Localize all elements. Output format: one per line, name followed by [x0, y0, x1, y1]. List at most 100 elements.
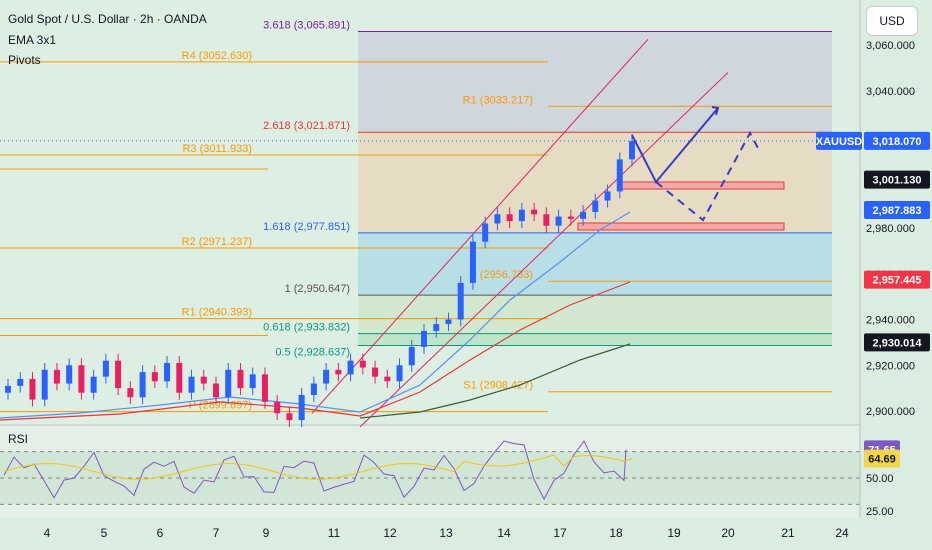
fib-label: 0.5 (2,928.637) [275, 346, 350, 358]
time-axis-tick: 14 [497, 526, 511, 540]
time-axis-tick: 24 [835, 526, 849, 540]
candle [176, 362, 183, 393]
fib-zone-3618 [358, 31, 832, 133]
rsi-pane-label[interactable]: RSI [8, 432, 29, 446]
pivot-label: R1 (3033.217) [463, 94, 533, 106]
time-axis-tick: 5 [101, 526, 108, 540]
candle [372, 367, 379, 377]
fib-label: 2.618 (3,021.871) [263, 120, 350, 132]
pivot-label: R3 (3011.933) [182, 143, 252, 155]
candle [543, 214, 550, 226]
pivot-label: R1 (2940.393) [182, 307, 252, 319]
indicator-pivots-label[interactable]: Pivots [8, 53, 41, 67]
price-tag [864, 200, 930, 219]
candle [616, 159, 623, 192]
price-tag [864, 333, 930, 352]
candle [17, 378, 24, 386]
fib-zone-0618 [358, 333, 832, 346]
pivot-label: P (2956.733) [470, 269, 533, 281]
fib-label: 1.618 (2,977.851) [263, 221, 350, 233]
candle [555, 216, 562, 226]
price-tag-value: 3,018.070 [873, 136, 922, 148]
candle [66, 365, 73, 384]
price-axis-tick: 2,940.000 [866, 315, 915, 327]
time-axis-bg [0, 518, 932, 550]
rsi-band [0, 451, 860, 505]
candle [445, 319, 452, 325]
candle [286, 413, 293, 421]
ema-blue [0, 211, 631, 419]
candle [629, 141, 635, 160]
rsi-axis-tick: 50.00 [866, 473, 894, 485]
price-tag [864, 270, 930, 289]
fib-label: 1 (2,950.647) [285, 283, 350, 295]
time-axis-tick: 17 [553, 526, 567, 540]
candle [604, 191, 611, 201]
price-axis-bg [860, 0, 932, 518]
rsi-tag-value: 64.69 [868, 454, 896, 466]
price-axis-tick: 3,060.000 [866, 40, 915, 52]
candle [310, 383, 317, 395]
price-tag-value: 2,987.883 [873, 205, 922, 217]
candle [139, 372, 146, 398]
fib-zone-1 [358, 295, 832, 334]
time-axis-tick: 6 [157, 526, 164, 540]
candle [359, 360, 366, 368]
candle [102, 360, 109, 377]
candle [482, 223, 489, 242]
rsi-ma-line [3, 454, 633, 480]
time-axis-tick: 20 [721, 526, 735, 540]
time-axis-tick: 7 [213, 526, 220, 540]
channel-lower [359, 72, 729, 428]
fib-zone-1618 [358, 232, 832, 296]
price-tag [864, 131, 930, 150]
currency-button[interactable]: USD [866, 6, 918, 36]
channel-upper [311, 38, 649, 414]
candle [5, 385, 11, 393]
candle [298, 394, 305, 421]
fib-label: 0.618 (2,933.832) [263, 322, 350, 334]
candle [200, 376, 207, 384]
time-axis-tick: 18 [609, 526, 623, 540]
candle [384, 376, 391, 382]
indicator-ema-label[interactable]: EMA 3x1 [8, 33, 57, 47]
rsi-tag [864, 449, 900, 468]
candle [115, 360, 122, 389]
candle [90, 376, 97, 393]
price-tag-value: 2,957.445 [873, 275, 922, 287]
candle [213, 383, 219, 398]
price-axis-tick: 2,980.000 [866, 223, 915, 235]
candle [249, 374, 256, 389]
support-zone-lower [577, 222, 785, 231]
ema-dark [359, 343, 631, 419]
time-axis-tick: 11 [328, 526, 341, 540]
ema-red [0, 281, 631, 421]
price-axis-tick: 3,040.000 [866, 86, 915, 98]
price-tag-value: 3,001.130 [873, 175, 922, 187]
candle [323, 369, 330, 384]
price-axis-tick: 2,920.000 [866, 360, 915, 372]
candle [53, 369, 60, 384]
symbol-title: Gold Spot / U.S. Dollar · 2h · OANDA [8, 12, 207, 26]
symbol-tag-label: XAUUSD [816, 136, 863, 148]
rsi-axis-tick: 25.00 [866, 506, 894, 518]
candle [457, 282, 464, 320]
candle [151, 372, 158, 382]
time-axis-tick: 12 [383, 526, 397, 540]
candle [225, 369, 232, 398]
candle [29, 378, 36, 400]
time-axis-tick: 13 [439, 526, 453, 540]
candle [580, 211, 587, 219]
pivot-label: R4 (3052.630) [182, 50, 252, 62]
pivot-label: S1 (2908.427) [463, 380, 533, 392]
price-tag-value: 2,930.014 [873, 337, 923, 349]
candle [421, 330, 427, 347]
candle [127, 388, 134, 398]
candle [518, 209, 525, 222]
candle [531, 209, 538, 215]
price-tag [864, 170, 930, 189]
candle [433, 324, 440, 331]
candle [408, 346, 415, 366]
candle [188, 376, 195, 393]
